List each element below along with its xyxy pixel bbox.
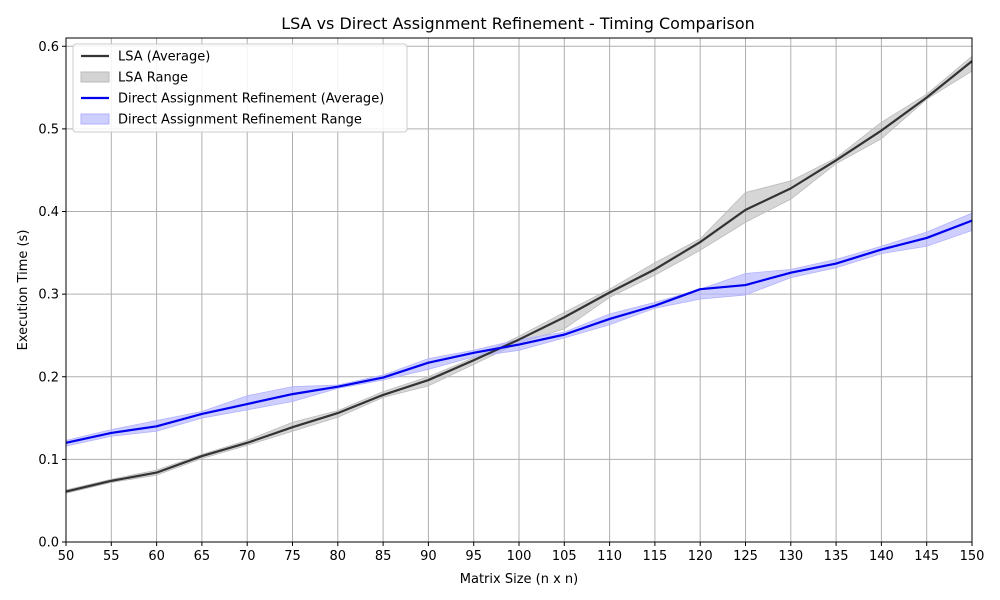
- x-tick-label: 80: [330, 549, 347, 564]
- x-tick-label: 140: [869, 549, 894, 564]
- x-tick-label: 90: [420, 549, 437, 564]
- x-tick-label: 65: [194, 549, 211, 564]
- x-tick-label: 95: [465, 549, 482, 564]
- series-line-lsa: [65, 60, 973, 493]
- legend-label: LSA Range: [118, 71, 188, 86]
- x-tick-label: 60: [148, 549, 165, 564]
- x-tick-label: 55: [103, 549, 120, 564]
- x-tick-label: 125: [733, 549, 758, 564]
- x-tick-label: 100: [507, 549, 532, 564]
- y-axis-ticks: 0.0 0.1 0.2 0.3 0.4 0.5 0.6: [38, 40, 66, 551]
- x-tick-label: 145: [914, 549, 939, 564]
- x-tick-label: 105: [552, 549, 577, 564]
- x-axis-ticks: 50 55 60 65 70 75 80 85 90 95 100 105 110 115 120 125 13…: [58, 542, 985, 564]
- y-tick-label: 0.6: [38, 40, 59, 55]
- y-tick-label: 0.0: [38, 536, 59, 551]
- x-axis-label: Matrix Size (n x n): [460, 572, 578, 587]
- y-axis-label: Execution Time (s): [16, 230, 31, 351]
- x-tick-label: 50: [58, 549, 75, 564]
- x-tick-label: 75: [284, 549, 301, 564]
- y-tick-label: 0.3: [38, 288, 59, 303]
- legend-label: LSA (Average): [118, 50, 210, 65]
- series-line-dar: [65, 219, 973, 444]
- chart-title: LSA vs Direct Assignment Refinement - Ti…: [281, 14, 755, 33]
- y-tick-label: 0.2: [38, 370, 59, 385]
- x-tick-label: 150: [960, 549, 985, 564]
- x-tick-label: 120: [688, 549, 713, 564]
- x-tick-label: 85: [375, 549, 392, 564]
- x-tick-label: 115: [642, 549, 667, 564]
- y-tick-label: 0.5: [38, 122, 59, 137]
- x-tick-label: 70: [239, 549, 256, 564]
- y-tick-label: 0.4: [38, 205, 59, 220]
- legend-label: Direct Assignment Refinement Range: [118, 113, 362, 128]
- x-tick-label: 130: [778, 549, 803, 564]
- legend-box: [72, 43, 408, 133]
- x-tick-label: 110: [597, 549, 622, 564]
- series-lines: [65, 60, 973, 493]
- legend-patch-swatch: [80, 113, 110, 125]
- legend-patch-swatch: [80, 71, 110, 83]
- x-tick-label: 135: [824, 549, 849, 564]
- y-tick-label: 0.1: [38, 453, 59, 468]
- legend-label: Direct Assignment Refinement (Average): [118, 92, 384, 107]
- legend: LSA (Average) LSA Range Direct Assignment …: [72, 43, 408, 133]
